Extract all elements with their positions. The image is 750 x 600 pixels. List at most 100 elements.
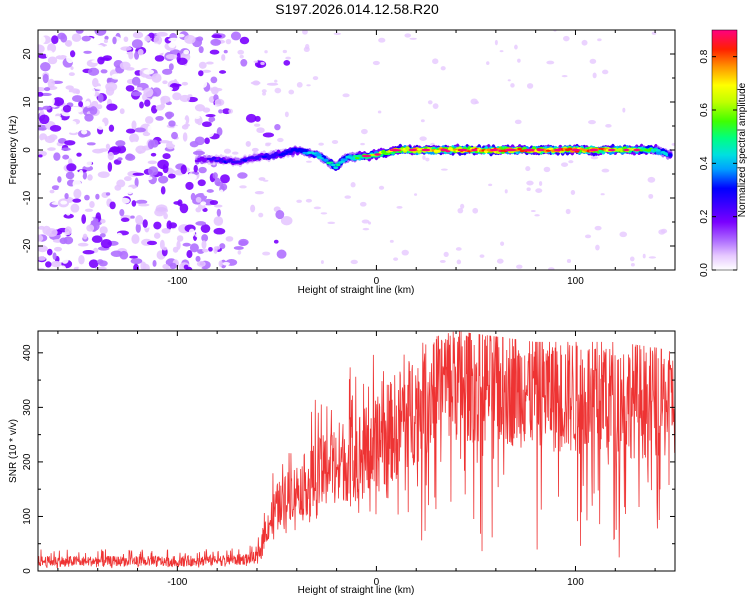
- heat-cell: [171, 83, 182, 87]
- heat-cell: [115, 232, 124, 242]
- heat-cell: [504, 189, 508, 194]
- heat-cell: [176, 235, 184, 242]
- heat-cell: [75, 89, 80, 95]
- heat-cell: [51, 185, 60, 191]
- heat-cell: [262, 179, 269, 182]
- heat-cell: [38, 91, 44, 97]
- heat-cell: [241, 44, 253, 53]
- colorbar-ticks: 0.0 0.2 0.4 0.6 0.8: [699, 49, 737, 277]
- heat-cell: [253, 60, 259, 63]
- heat-cell: [305, 160, 312, 163]
- trace-cell: [350, 157, 355, 160]
- heat-cell: [401, 249, 409, 256]
- heat-cell: [342, 93, 350, 98]
- heat-cell: [195, 221, 207, 226]
- heat-cell: [190, 192, 196, 201]
- heat-cell: [213, 227, 226, 235]
- trace-peak: [421, 148, 431, 152]
- heat-cell: [211, 261, 220, 267]
- heat-cell: [84, 113, 94, 122]
- heat-cell: [212, 172, 218, 179]
- heat-cell: [91, 235, 103, 243]
- heat-cell: [159, 239, 165, 250]
- heat-cell: [152, 96, 158, 101]
- heat-cell: [138, 188, 147, 195]
- heat-cell: [584, 234, 592, 239]
- heat-cell: [251, 147, 259, 153]
- trace-cell: [333, 166, 339, 170]
- colorbar: 0.0 0.2 0.4 0.6 0.8 Normalized spectral ampl…: [699, 29, 748, 277]
- heat-cell: [605, 124, 612, 128]
- heat-cell: [50, 260, 62, 268]
- heat-cell: [200, 125, 205, 131]
- heat-cell: [92, 148, 104, 154]
- heat-cell: [154, 55, 165, 62]
- heat-cell: [106, 103, 118, 111]
- heat-cell: [163, 212, 168, 220]
- heat-cell: [211, 34, 222, 39]
- heat-cell: [296, 82, 303, 88]
- y-tick-label: 0: [22, 568, 33, 574]
- heat-cell: [222, 262, 230, 266]
- heat-cell: [195, 196, 202, 203]
- heat-cell: [59, 265, 67, 270]
- heat-cell: [97, 56, 105, 65]
- heat-cell: [226, 124, 239, 131]
- trace-peak: [633, 148, 641, 152]
- heat-cell: [129, 255, 139, 259]
- heat-cell: [494, 39, 498, 46]
- heat-cell: [188, 228, 196, 238]
- heat-cell: [168, 187, 180, 195]
- trace-peak: [471, 148, 478, 152]
- heat-cell: [68, 124, 73, 133]
- heat-cell: [239, 185, 247, 189]
- heat-cell: [103, 39, 108, 44]
- heat-cell: [186, 173, 197, 182]
- heat-cell: [360, 142, 365, 146]
- heat-cell: [94, 218, 99, 224]
- heat-cell: [125, 128, 136, 134]
- heat-cell: [139, 101, 144, 109]
- heat-cell: [235, 129, 241, 135]
- heat-cell: [592, 72, 597, 79]
- heat-cell: [64, 40, 72, 47]
- heat-cell: [52, 97, 65, 107]
- heat-cell: [238, 238, 249, 246]
- heat-cell: [496, 258, 504, 264]
- heat-cell: [54, 246, 62, 252]
- trace-cell: [352, 155, 358, 158]
- heat-cell: [189, 243, 199, 253]
- heat-cell: [165, 193, 173, 202]
- heat-cell: [73, 188, 82, 199]
- heat-cell: [215, 245, 221, 250]
- heat-cell: [256, 127, 265, 134]
- colorbar-tick-label: 0.0: [699, 263, 710, 277]
- heat-cell: [86, 224, 95, 232]
- heat-cell: [595, 244, 600, 251]
- heat-cell: [85, 216, 94, 222]
- colorbar-tick-label: 0.2: [699, 209, 710, 223]
- trace-peak: [440, 148, 448, 152]
- trace-peak: [571, 148, 581, 152]
- trace-cell: [297, 147, 303, 151]
- heat-cell: [274, 79, 278, 83]
- heat-cell: [43, 87, 51, 92]
- heat-cell: [193, 164, 198, 173]
- heat-cell: [262, 132, 275, 138]
- heat-cell: [221, 138, 226, 143]
- heat-cell: [100, 69, 108, 74]
- heat-cell: [76, 227, 83, 237]
- heat-cell: [167, 173, 176, 179]
- heat-cell: [158, 175, 169, 184]
- heat-cell: [220, 183, 228, 191]
- heat-cell: [45, 261, 52, 268]
- heat-cell: [38, 160, 44, 169]
- trace-cell: [354, 157, 360, 160]
- heat-cell: [219, 75, 232, 80]
- heat-cell: [262, 117, 271, 122]
- heat-cell: [136, 86, 143, 91]
- heat-cell: [146, 240, 158, 246]
- heat-cell: [157, 46, 166, 54]
- heat-cell: [570, 189, 576, 196]
- heat-cell: [100, 238, 112, 249]
